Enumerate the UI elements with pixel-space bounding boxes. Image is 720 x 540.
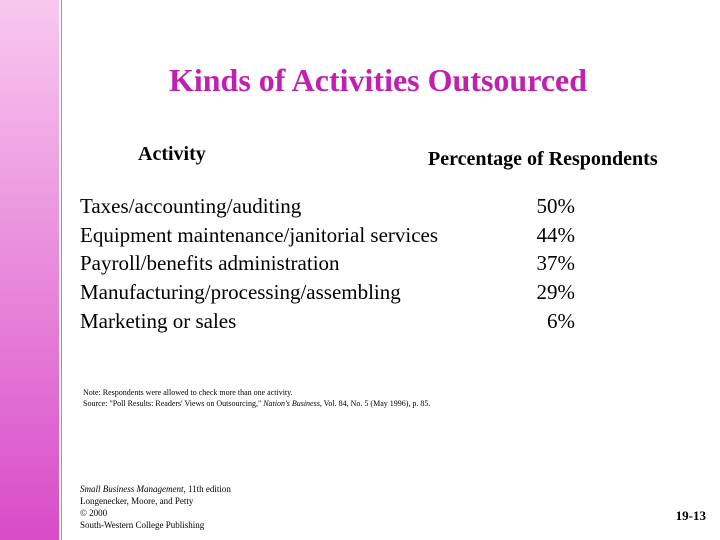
activity: Manufacturing/processing/assembling <box>80 280 401 304</box>
publisher: South-Western College Publishing <box>80 520 205 530</box>
activity: Marketing or sales <box>80 309 237 333</box>
column-header: Activity <box>138 143 206 165</box>
source-text: Source: "Poll Results: Readers' Views on… <box>83 399 264 408</box>
activity: Equipment maintenance/janitorial service… <box>80 223 439 247</box>
activity: Taxes/accounting/auditing <box>80 194 302 218</box>
edition: , 11th edition <box>183 484 231 494</box>
percentage: 6% <box>547 309 575 333</box>
percentage: 50% <box>536 194 576 218</box>
percentage: 29% <box>536 280 576 304</box>
percentage: 44% <box>536 223 576 247</box>
source: Source: "Poll Results: Readers' Views on… <box>83 399 430 408</box>
page-number: 19-13 <box>675 508 706 523</box>
title: Kinds of Activities Outsourced <box>168 62 588 98</box>
book-title: Small Business Management <box>80 484 184 494</box>
source-text: , Vol. 84, No. 5 (May 1996), p. 85. <box>319 399 431 408</box>
percentage: 37% <box>536 251 576 275</box>
source-publication: Nation's Business <box>263 399 320 408</box>
side-bar <box>0 0 61 540</box>
authors: Longenecker, Moore, and Petty <box>80 496 194 506</box>
footer-book: Small Business Management, 11th edition <box>80 484 231 494</box>
column-header: Percentage of Respondents <box>428 148 658 170</box>
activity: Payroll/benefits administration <box>80 251 340 275</box>
copyright: © 2000 <box>80 508 108 518</box>
note: Note: Respondents were allowed to check … <box>83 388 293 397</box>
